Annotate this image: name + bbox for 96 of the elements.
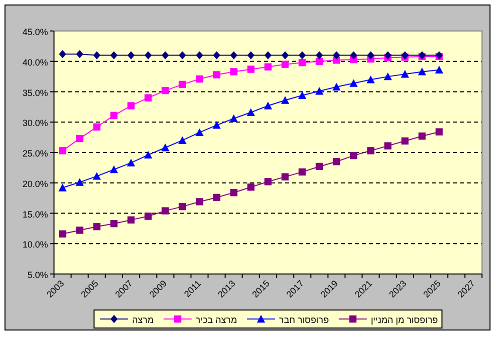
point bbox=[93, 223, 100, 230]
point bbox=[281, 96, 290, 104]
y-tick-label: 40.0% bbox=[22, 57, 48, 68]
point bbox=[282, 173, 289, 180]
point bbox=[162, 51, 169, 60]
point bbox=[58, 230, 66, 238]
point bbox=[230, 51, 238, 60]
point bbox=[127, 216, 135, 224]
point bbox=[144, 94, 152, 102]
point bbox=[178, 51, 186, 60]
legend-label: מרצה בכיר bbox=[196, 315, 238, 325]
point bbox=[418, 68, 426, 76]
point bbox=[401, 137, 409, 145]
point bbox=[161, 144, 170, 152]
point bbox=[76, 50, 84, 58]
point bbox=[196, 51, 204, 60]
point bbox=[144, 51, 152, 60]
point bbox=[92, 172, 101, 180]
y-tick-label: 30.0% bbox=[22, 118, 48, 128]
point bbox=[418, 132, 426, 140]
point bbox=[332, 82, 341, 90]
point bbox=[435, 66, 444, 74]
point bbox=[110, 112, 118, 120]
point bbox=[196, 75, 204, 83]
point bbox=[366, 76, 375, 84]
point bbox=[332, 158, 340, 166]
point bbox=[213, 51, 220, 60]
point bbox=[315, 87, 324, 95]
point bbox=[298, 58, 306, 66]
point bbox=[230, 68, 238, 76]
point bbox=[58, 50, 66, 58]
point bbox=[178, 136, 186, 144]
legend-label: מרצה bbox=[132, 315, 154, 325]
point bbox=[298, 168, 306, 176]
point bbox=[110, 220, 118, 228]
point bbox=[350, 51, 358, 60]
point bbox=[230, 188, 238, 196]
point bbox=[196, 198, 204, 206]
point bbox=[401, 51, 409, 60]
point bbox=[144, 150, 152, 159]
point bbox=[264, 51, 272, 60]
y-tick-label: 10.0% bbox=[22, 240, 48, 250]
point bbox=[162, 86, 169, 94]
point bbox=[264, 178, 272, 186]
point bbox=[264, 102, 272, 110]
point bbox=[127, 51, 135, 60]
point bbox=[162, 207, 169, 214]
y-tick-label: 20.0% bbox=[22, 178, 48, 189]
point bbox=[247, 51, 254, 60]
point bbox=[76, 226, 84, 234]
point bbox=[384, 142, 392, 150]
point bbox=[384, 72, 392, 80]
point bbox=[110, 165, 118, 174]
y-tick-label: 25.0% bbox=[22, 148, 48, 158]
point bbox=[264, 63, 272, 70]
point bbox=[58, 184, 67, 192]
point bbox=[178, 80, 186, 88]
point bbox=[298, 51, 306, 60]
point bbox=[195, 128, 204, 136]
point bbox=[246, 108, 255, 116]
point bbox=[110, 51, 118, 60]
y-tick-label: 35.0% bbox=[22, 88, 48, 98]
point bbox=[93, 51, 100, 60]
point bbox=[144, 212, 152, 220]
point bbox=[282, 60, 289, 68]
point bbox=[213, 194, 220, 202]
point bbox=[282, 51, 289, 60]
point bbox=[367, 51, 374, 60]
point bbox=[247, 66, 254, 73]
point bbox=[213, 71, 220, 78]
y-tick-label: 15.0% bbox=[22, 209, 48, 220]
legend-label: פרופסור חבר bbox=[279, 315, 329, 325]
y-tick-label: 5.0% bbox=[27, 270, 48, 280]
point bbox=[93, 123, 100, 131]
y-tick-label: 45.0% bbox=[22, 27, 48, 37]
point bbox=[367, 147, 374, 154]
point bbox=[127, 102, 135, 110]
point bbox=[76, 178, 84, 186]
point bbox=[350, 79, 358, 87]
point bbox=[436, 128, 443, 136]
point bbox=[316, 51, 323, 60]
point bbox=[298, 91, 306, 99]
point bbox=[332, 51, 340, 60]
point bbox=[316, 162, 323, 170]
point bbox=[76, 134, 84, 142]
point bbox=[212, 121, 221, 129]
point bbox=[247, 184, 254, 191]
point bbox=[384, 51, 392, 60]
point bbox=[178, 202, 186, 210]
point bbox=[58, 147, 66, 154]
point bbox=[126, 158, 136, 166]
point bbox=[400, 70, 410, 78]
legend-label: פרופסור מן המניין bbox=[370, 315, 438, 325]
point bbox=[350, 152, 358, 160]
point bbox=[316, 58, 323, 65]
point bbox=[230, 114, 238, 122]
